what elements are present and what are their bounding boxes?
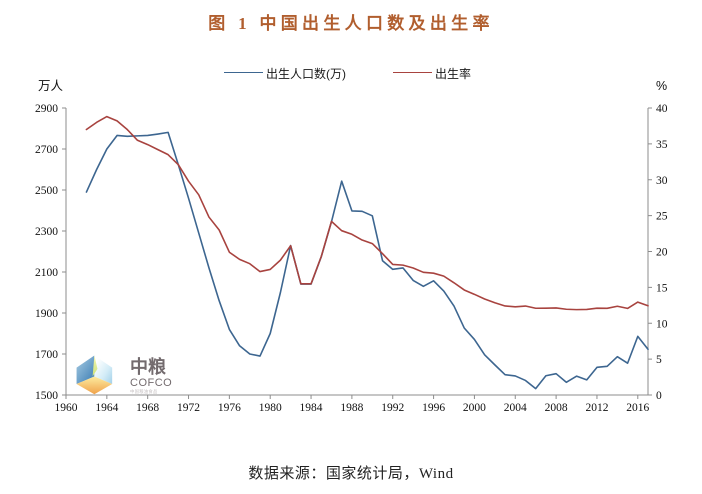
svg-text:2100: 2100 — [35, 267, 58, 279]
svg-text:1996: 1996 — [422, 402, 445, 414]
svg-text:1988: 1988 — [340, 402, 363, 414]
svg-text:1964: 1964 — [95, 402, 118, 414]
svg-text:40: 40 — [656, 103, 668, 115]
svg-text:1976: 1976 — [218, 402, 241, 414]
svg-text:1700: 1700 — [35, 349, 58, 361]
svg-text:1968: 1968 — [136, 402, 159, 414]
svg-text:25: 25 — [656, 211, 668, 223]
svg-text:0: 0 — [656, 390, 662, 402]
svg-text:35: 35 — [656, 139, 668, 151]
svg-text:中粮: 中粮 — [130, 356, 166, 377]
svg-text:15: 15 — [656, 282, 668, 294]
svg-text:2500: 2500 — [35, 185, 58, 197]
svg-text:1984: 1984 — [300, 402, 323, 414]
svg-text:2300: 2300 — [35, 226, 58, 238]
svg-text:万人: 万人 — [38, 79, 64, 93]
svg-text:2004: 2004 — [504, 402, 527, 414]
svg-text:20: 20 — [656, 247, 668, 259]
svg-text:COFCO: COFCO — [130, 377, 172, 389]
svg-text:2016: 2016 — [626, 402, 649, 414]
svg-text:1900: 1900 — [35, 308, 58, 320]
svg-text:2000: 2000 — [463, 402, 486, 414]
svg-text:中国粮油食品: 中国粮油食品 — [130, 388, 158, 395]
svg-text:2700: 2700 — [35, 144, 58, 156]
svg-text:10: 10 — [656, 318, 668, 330]
svg-text:2008: 2008 — [545, 402, 568, 414]
svg-text:2900: 2900 — [35, 103, 58, 115]
svg-text:1972: 1972 — [177, 402, 200, 414]
svg-text:1980: 1980 — [259, 402, 282, 414]
svg-text:1992: 1992 — [381, 402, 404, 414]
svg-text:%: % — [656, 79, 667, 93]
svg-text:1500: 1500 — [35, 390, 58, 402]
svg-text:30: 30 — [656, 175, 668, 187]
svg-text:2012: 2012 — [585, 402, 608, 414]
svg-text:1960: 1960 — [55, 402, 78, 414]
svg-text:5: 5 — [656, 354, 662, 366]
